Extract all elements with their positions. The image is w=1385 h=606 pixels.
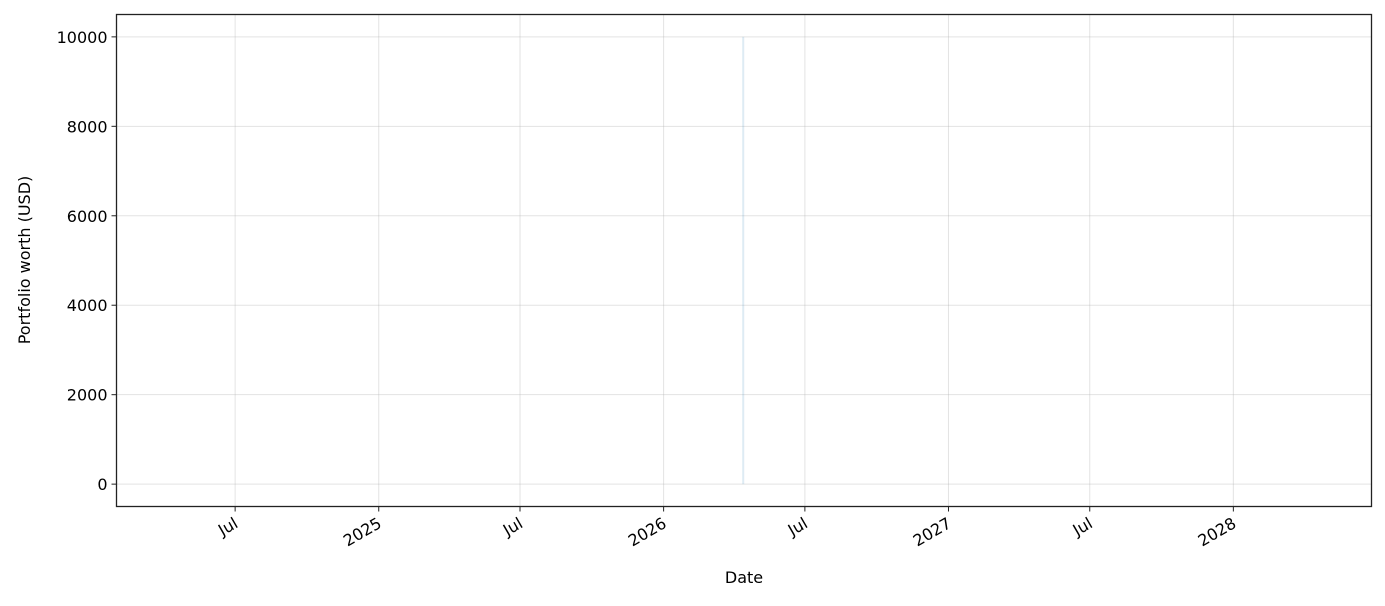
y-tick-label: 10000 [57,28,108,47]
x-tick-label: Jul [784,514,811,541]
y-axis: 0 2000 4000 6000 8000 10000 [57,28,117,494]
x-tick-label: 2027 [910,514,955,551]
x-axis: Jul 2025 Jul 2026 Jul 2027 Jul 2028 [214,506,1240,551]
x-tick-label: 2028 [1195,514,1240,551]
y-tick-label: 0 [97,475,107,494]
x-tick-label: Jul [214,514,241,541]
x-tick-label: 2026 [625,514,670,551]
x-tick-label: Jul [499,514,526,541]
y-tick-label: 2000 [67,386,108,405]
y-tick-label: 6000 [67,207,108,226]
y-tick-label: 8000 [67,117,108,136]
x-axis-label: Date [725,568,763,587]
y-tick-label: 4000 [67,296,108,315]
y-axis-label: Portfolio worth (USD) [15,176,34,345]
x-tick-label: 2025 [340,514,385,551]
grid [116,14,1372,507]
axes-frame [115,13,1373,508]
x-tick-label: Jul [1069,514,1096,541]
